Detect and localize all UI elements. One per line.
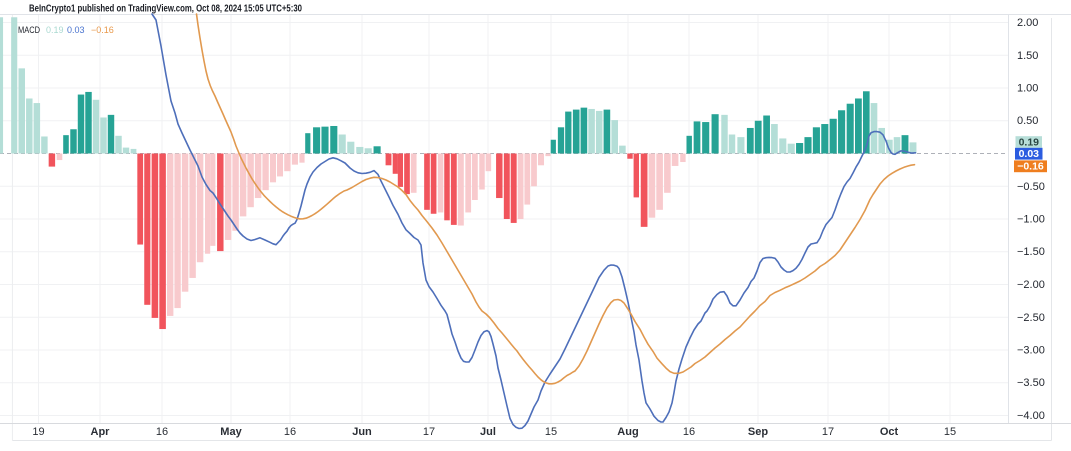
svg-text:16: 16 (156, 426, 168, 438)
svg-text:16: 16 (683, 426, 695, 438)
svg-text:−3.00: −3.00 (1017, 345, 1045, 357)
svg-text:BeInCrypto1 published on Tradi: BeInCrypto1 published on TradingView.com… (29, 4, 302, 15)
svg-text:1.50: 1.50 (1017, 50, 1038, 62)
svg-text:2.00: 2.00 (1017, 17, 1038, 29)
svg-text:1.00: 1.00 (1017, 83, 1038, 95)
svg-text:−2.50: −2.50 (1017, 312, 1045, 324)
svg-text:16: 16 (284, 426, 296, 438)
svg-text:−0.16: −0.16 (91, 25, 114, 35)
svg-text:0.03: 0.03 (1019, 148, 1040, 160)
svg-text:−1.50: −1.50 (1017, 246, 1045, 258)
svg-text:15: 15 (545, 426, 557, 438)
svg-text:0.50: 0.50 (1017, 115, 1038, 127)
svg-text:Oct: Oct (880, 426, 899, 438)
svg-text:Jul: Jul (480, 426, 496, 438)
svg-text:Apr: Apr (91, 426, 111, 438)
svg-text:Jun: Jun (352, 426, 372, 438)
svg-text:−3.50: −3.50 (1017, 377, 1045, 389)
svg-text:19: 19 (32, 426, 44, 438)
svg-text:Aug: Aug (617, 426, 638, 438)
svg-text:−0.50: −0.50 (1017, 181, 1045, 193)
svg-text:−4.00: −4.00 (1017, 410, 1045, 422)
svg-text:−2.00: −2.00 (1017, 279, 1045, 291)
svg-text:15: 15 (944, 426, 956, 438)
svg-text:−0.16: −0.16 (1017, 161, 1044, 173)
svg-text:0.19: 0.19 (1019, 136, 1040, 148)
svg-text:17: 17 (822, 426, 834, 438)
svg-text:0.19: 0.19 (46, 25, 64, 35)
svg-text:17: 17 (423, 426, 435, 438)
svg-text:−1.00: −1.00 (1017, 214, 1045, 226)
svg-text:MACD: MACD (18, 25, 40, 35)
svg-text:May: May (220, 426, 242, 438)
svg-text:Sep: Sep (748, 426, 768, 438)
svg-text:0.03: 0.03 (67, 25, 85, 35)
